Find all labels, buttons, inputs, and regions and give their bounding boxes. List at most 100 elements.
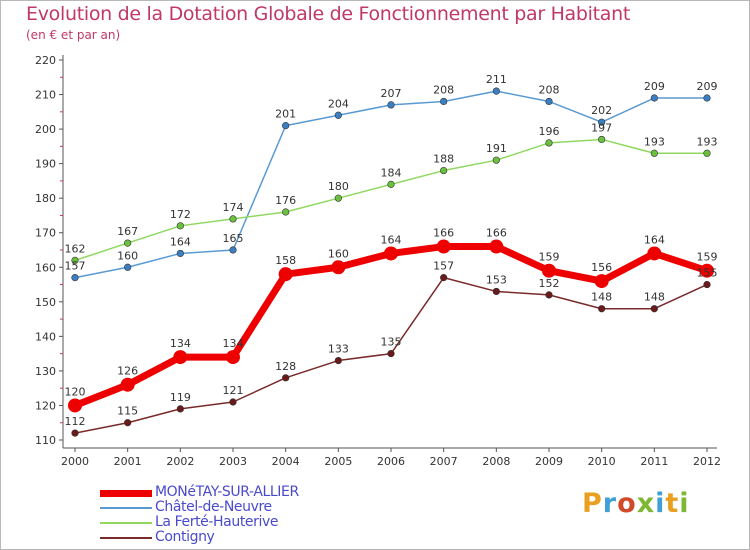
data-label: 115 (117, 405, 138, 418)
x-tick-label: 2007 (430, 455, 458, 468)
data-label: 180 (328, 180, 349, 193)
legend-item-chatel[interactable]: Châtel-de-Neuvre (100, 499, 400, 515)
data-label: 119 (170, 391, 191, 404)
data-point (334, 356, 342, 365)
logo-letter: x (636, 488, 656, 519)
data-point (598, 305, 606, 313)
data-label: 196 (539, 125, 560, 138)
y-tick-label: 130 (35, 365, 56, 378)
data-label: 112 (65, 415, 86, 428)
y-tick-label: 150 (35, 296, 56, 309)
data-point (545, 97, 553, 106)
data-point (176, 405, 184, 413)
data-label: 160 (117, 249, 138, 262)
data-label: 165 (223, 232, 244, 245)
data-point (71, 274, 79, 282)
x-tick-label: 2011 (640, 455, 668, 468)
data-point (703, 149, 711, 157)
data-label: 184 (381, 166, 402, 179)
legend-label-ferte: La Ferté-Hauterive (155, 514, 279, 530)
chart-subtitle: (en € et par an) (26, 28, 121, 42)
data-label: 202 (591, 104, 612, 117)
legend-item-monetay[interactable]: MONéTAY-SUR-ALLIER (100, 484, 400, 500)
data-point (489, 239, 504, 254)
data-label: 126 (117, 365, 138, 378)
x-tick-label: 2008 (482, 455, 510, 468)
x-tick-label: 2010 (588, 455, 616, 468)
data-point (282, 122, 290, 130)
x-tick-label: 2012 (693, 455, 721, 468)
data-point (124, 419, 132, 427)
data-point (124, 263, 132, 271)
data-label: 208 (433, 83, 454, 96)
data-label: 204 (328, 97, 349, 110)
logo-letter: i (655, 488, 666, 519)
data-point (282, 208, 290, 216)
legend-label-monetay: MONéTAY-SUR-ALLIER (155, 484, 299, 500)
x-tick-label: 2000 (61, 455, 89, 468)
data-point (647, 246, 662, 261)
data-label: 188 (433, 153, 454, 166)
logo-letter: o (617, 488, 637, 519)
data-label: 191 (486, 142, 507, 155)
data-label: 172 (170, 208, 191, 221)
data-label: 164 (381, 233, 402, 246)
data-point (545, 139, 553, 147)
data-label: 120 (65, 385, 86, 398)
data-label: 159 (697, 251, 718, 264)
legend-swatch-chatel (100, 507, 152, 509)
x-tick-label: 2004 (272, 455, 300, 468)
data-point (334, 194, 342, 202)
data-point (176, 249, 184, 258)
data-label: 166 (486, 227, 507, 240)
y-tick-label: 210 (35, 89, 56, 102)
data-point (334, 111, 342, 119)
data-label: 167 (117, 225, 138, 238)
data-point (700, 263, 714, 278)
logo-letter: P (582, 488, 603, 519)
data-point (492, 87, 500, 95)
proxiti-logo: Proxiti (582, 488, 690, 519)
data-point (650, 94, 658, 102)
legend-item-ferte[interactable]: La Ferté-Hauterive (100, 514, 400, 530)
x-tick-label: 2002 (166, 455, 194, 468)
data-label: 197 (591, 121, 612, 134)
logo-letter: r (602, 488, 618, 519)
x-tick-label: 2003 (219, 455, 247, 468)
data-point (226, 350, 240, 365)
y-tick-label: 110 (35, 434, 56, 447)
data-point (703, 94, 711, 102)
data-label: 133 (328, 343, 349, 356)
data-label: 159 (539, 251, 560, 264)
legend-swatch-contigny (100, 537, 152, 539)
y-tick-label: 200 (35, 123, 56, 136)
data-label: 209 (697, 80, 718, 93)
data-label: 134 (170, 337, 191, 350)
data-point (278, 267, 293, 282)
data-label: 153 (486, 273, 507, 286)
chart-axes: 110 120 130 140 150 160 170 180 190 200 210 220 2000… (35, 54, 721, 468)
chart-series (68, 87, 714, 437)
data-label: 211 (486, 73, 507, 86)
data-point (282, 374, 290, 382)
x-tick-label: 2006 (377, 455, 405, 468)
data-label: 164 (644, 233, 665, 246)
data-point (440, 166, 448, 175)
y-tick-label: 170 (35, 227, 56, 240)
data-point (650, 149, 658, 157)
data-point (440, 97, 448, 106)
data-label: 121 (223, 384, 244, 397)
y-tick-label: 160 (35, 261, 56, 274)
data-point (120, 377, 135, 392)
x-tick-label: 2009 (535, 455, 563, 468)
data-point (542, 263, 556, 278)
data-point (703, 280, 711, 289)
data-point (545, 291, 553, 299)
data-point (173, 350, 188, 365)
data-label: 160 (328, 247, 349, 260)
data-point (331, 260, 346, 275)
data-point (440, 274, 448, 282)
legend-item-contigny[interactable]: Contigny (100, 529, 400, 545)
